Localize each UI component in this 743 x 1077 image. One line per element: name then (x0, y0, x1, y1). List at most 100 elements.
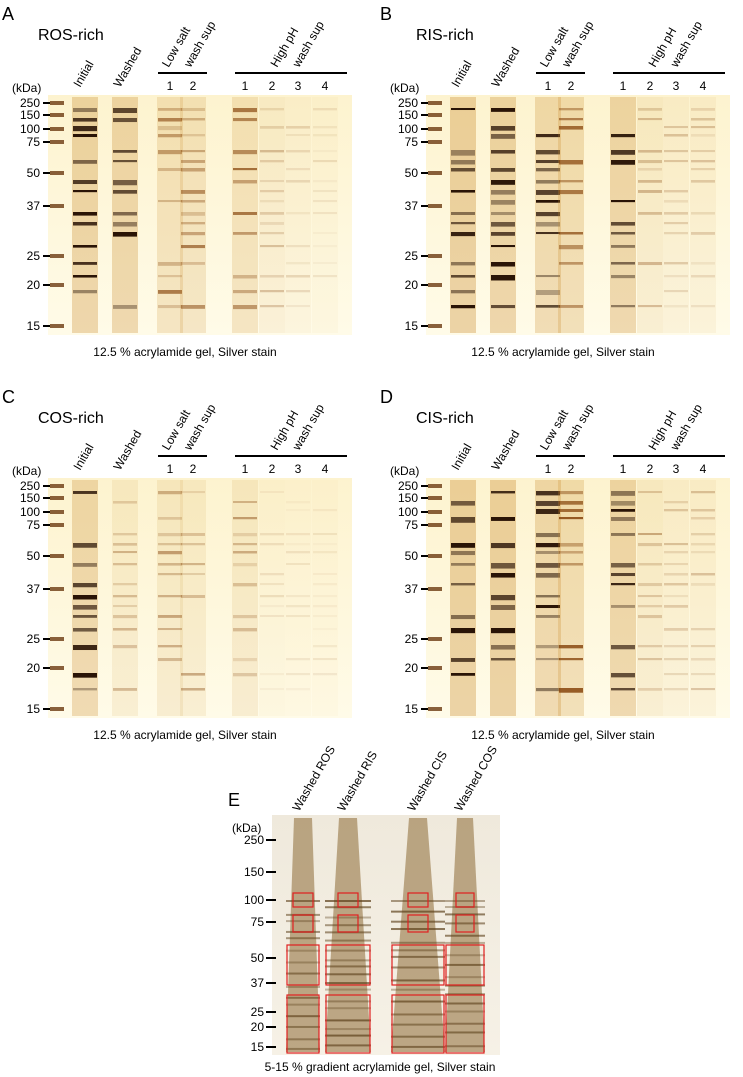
lane-number: 2 (269, 462, 276, 476)
band (611, 275, 635, 279)
band (113, 118, 137, 123)
band (260, 595, 284, 598)
band (491, 126, 515, 131)
band (638, 118, 662, 121)
lane-label: Initial (448, 58, 474, 89)
lane-number: 2 (647, 79, 654, 93)
band (638, 563, 662, 566)
band (611, 673, 635, 678)
marker-band (428, 554, 442, 558)
highlight-box (292, 914, 314, 933)
band (559, 262, 583, 265)
highlight-box (391, 994, 445, 1054)
band (313, 200, 337, 203)
band (73, 126, 97, 132)
lane (180, 480, 206, 716)
band (451, 262, 475, 266)
band (181, 262, 205, 265)
band (73, 673, 97, 678)
marker-band (428, 587, 442, 591)
band (638, 305, 662, 308)
band (691, 491, 715, 494)
lane (232, 97, 258, 333)
band (233, 180, 257, 184)
band (181, 491, 205, 494)
band (536, 212, 560, 217)
band (181, 190, 205, 194)
band (158, 290, 182, 294)
lane (663, 480, 689, 716)
lane-number: 1 (620, 79, 627, 93)
marker-band (50, 666, 64, 670)
lane-number: 3 (295, 79, 302, 93)
marker-label: 250 (20, 96, 40, 110)
band (611, 533, 635, 536)
highlight-box (455, 892, 475, 908)
band (664, 262, 688, 265)
band (691, 673, 715, 676)
band (233, 305, 257, 310)
band (536, 232, 560, 235)
lane-label: Washed (110, 45, 144, 90)
band (158, 305, 182, 309)
band (451, 673, 475, 676)
band (286, 543, 310, 546)
band (313, 595, 337, 598)
band (611, 688, 635, 691)
band (313, 615, 337, 618)
band (451, 290, 475, 294)
marker-band (50, 707, 64, 711)
band (325, 1007, 371, 1010)
band (113, 501, 137, 504)
band (313, 160, 337, 163)
lane-label: Washed (110, 428, 144, 473)
band (664, 563, 688, 566)
marker-label: 20 (251, 1020, 265, 1034)
band (391, 979, 445, 982)
lane (558, 480, 584, 716)
band (233, 615, 257, 619)
panel-letter: E (228, 790, 240, 810)
band (638, 688, 662, 691)
band (181, 108, 205, 111)
band (158, 645, 182, 648)
group-label: wash sup (289, 18, 327, 70)
band (559, 509, 583, 512)
band (536, 150, 560, 155)
lane (232, 480, 258, 716)
marker-label: 75 (27, 518, 41, 532)
band (491, 605, 515, 610)
band (491, 212, 515, 216)
band (491, 628, 515, 634)
caption: 12.5 % acrylamide gel, Silver stain (471, 728, 654, 742)
band (451, 212, 475, 215)
band (158, 491, 182, 495)
band (286, 688, 310, 691)
band (73, 583, 97, 588)
marker-band (50, 101, 64, 105)
lane (180, 97, 206, 333)
band (451, 232, 475, 237)
band (113, 305, 137, 309)
marker-label: 15 (405, 319, 419, 333)
band (233, 551, 257, 554)
band (286, 673, 310, 676)
highlight-box (337, 892, 359, 908)
band (491, 168, 515, 172)
band (691, 232, 715, 235)
band (638, 645, 662, 648)
marker-label: 37 (251, 976, 265, 990)
marker-band (50, 637, 64, 641)
band (233, 543, 257, 546)
band (158, 118, 182, 122)
marker-band (428, 484, 442, 488)
band (73, 190, 97, 193)
band (611, 232, 635, 235)
band (73, 688, 97, 691)
band (559, 180, 583, 183)
marker-label: 15 (251, 1040, 265, 1054)
band (451, 551, 475, 556)
band (325, 965, 371, 968)
band (286, 658, 310, 661)
band (391, 1023, 445, 1026)
